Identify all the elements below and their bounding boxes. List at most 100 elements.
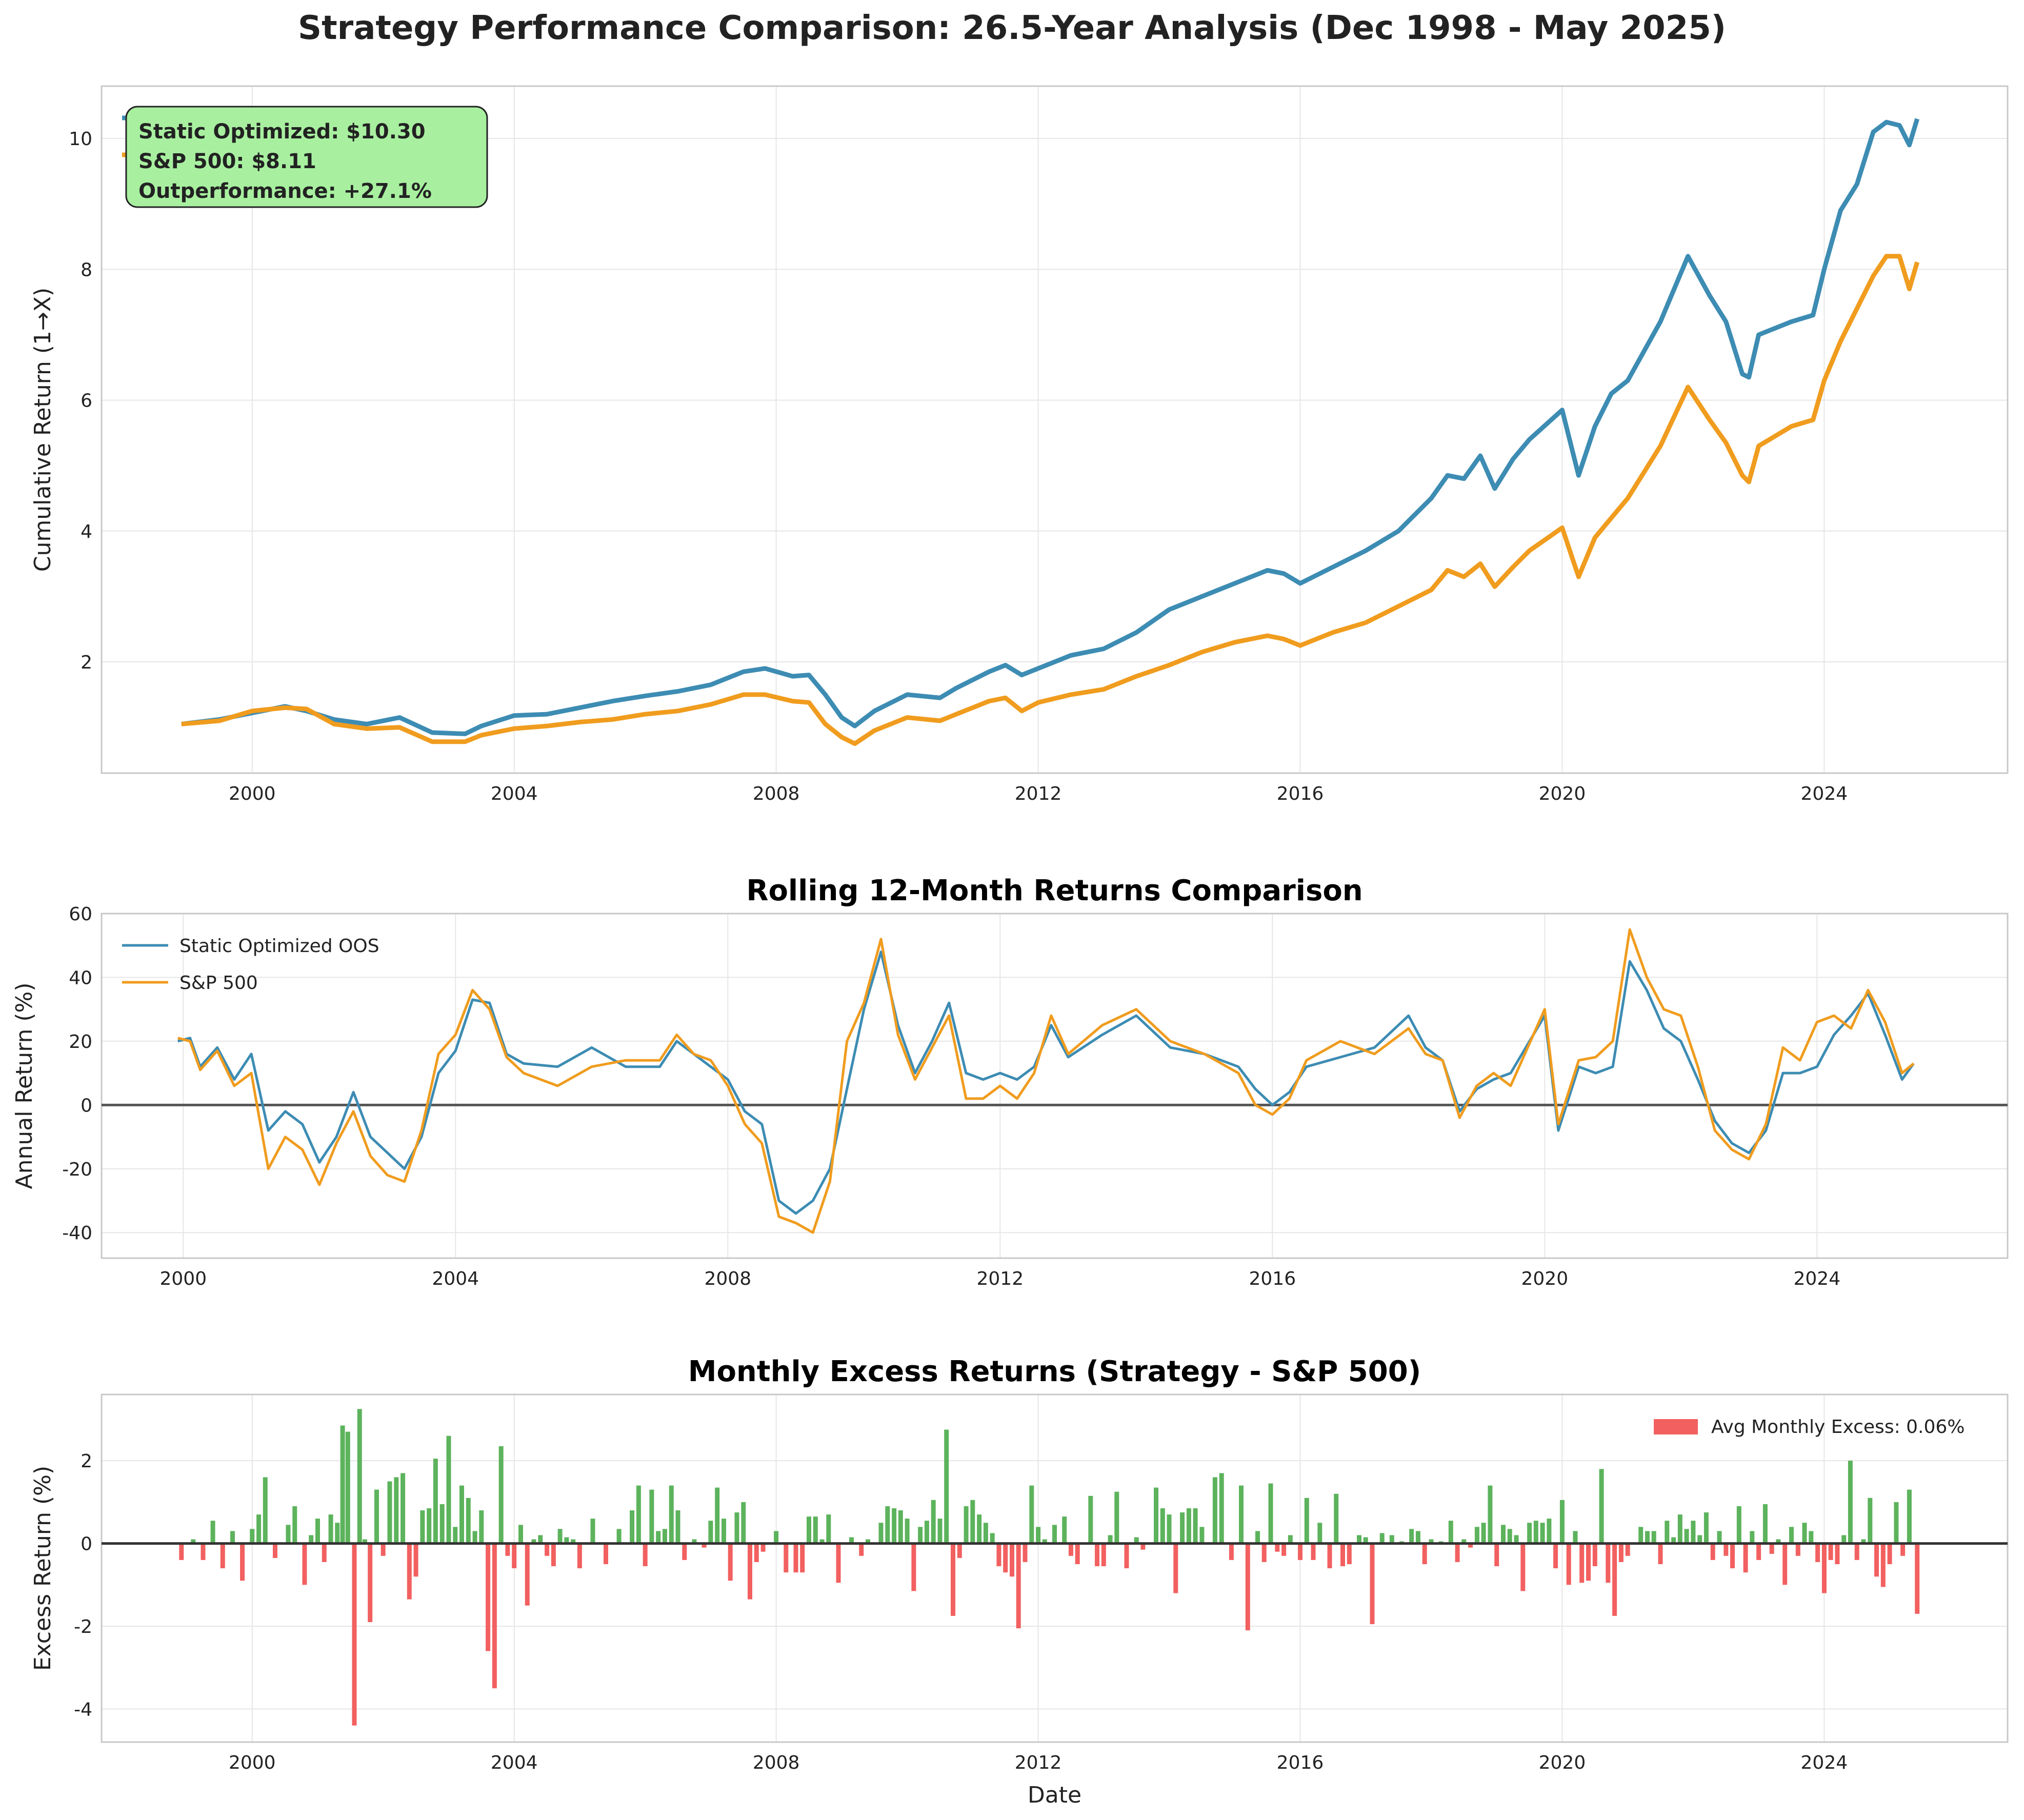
- panel-3-frame: [101, 1393, 2009, 1743]
- panel-2-ytick-label: 20: [69, 1032, 92, 1053]
- panel-2-xtick-label: 2016: [1249, 1268, 1296, 1289]
- panel-3-xtick-label: 2000: [229, 1752, 276, 1773]
- excess-bar-positive: [1665, 1521, 1670, 1544]
- excess-bar-positive: [1848, 1461, 1853, 1544]
- excess-bar-positive: [374, 1489, 379, 1544]
- excess-bar-positive: [1389, 1535, 1394, 1544]
- excess-bar-positive: [1599, 1469, 1604, 1544]
- panel-1-xtick-label: 2008: [753, 783, 800, 804]
- panel-3-legend-label: Avg Monthly Excess: 0.06%: [1711, 1417, 1965, 1438]
- panel-1-series-sp500-line: [181, 254, 1920, 746]
- excess-bar-positive: [400, 1473, 406, 1544]
- panel-1-ytick-label: 6: [81, 391, 92, 412]
- excess-bar-negative: [1494, 1543, 1499, 1566]
- excess-bar-negative: [1275, 1543, 1280, 1552]
- excess-bar-negative: [1756, 1543, 1761, 1560]
- excess-bar-negative: [512, 1543, 517, 1568]
- excess-bar-negative: [1327, 1543, 1332, 1568]
- excess-bar-negative: [1854, 1543, 1859, 1560]
- excess-bar-positive: [905, 1519, 910, 1544]
- excess-bar-negative: [1311, 1543, 1316, 1560]
- panel-1-xtick-label: 2004: [491, 783, 538, 804]
- panel-2-legend-label: S&P 500: [179, 973, 258, 994]
- excess-bar-positive: [1671, 1537, 1676, 1544]
- annotation-line: Outperformance: +27.1%: [138, 179, 432, 203]
- excess-bar-negative: [1095, 1543, 1099, 1566]
- excess-bar-positive: [1645, 1531, 1650, 1544]
- excess-bar-positive: [1481, 1523, 1486, 1544]
- excess-bar-positive: [191, 1539, 196, 1544]
- excess-bar-negative: [643, 1543, 648, 1566]
- excess-bar-positive: [1114, 1491, 1119, 1544]
- excess-bar-negative: [1658, 1543, 1663, 1564]
- excess-bar-positive: [1160, 1508, 1165, 1544]
- excess-bar-negative: [220, 1543, 225, 1568]
- excess-bar-positive: [1809, 1531, 1814, 1544]
- panel-3-title: Monthly Excess Returns (Strategy - S&P 5…: [688, 1355, 1421, 1388]
- excess-bar-negative: [1229, 1543, 1234, 1560]
- excess-bar-positive: [363, 1539, 367, 1544]
- excess-bar-negative: [793, 1543, 798, 1573]
- excess-bar-positive: [1268, 1483, 1273, 1544]
- excess-bar-negative: [352, 1543, 357, 1726]
- excess-bar-positive: [518, 1525, 523, 1544]
- excess-bar-negative: [1281, 1543, 1287, 1556]
- excess-bar-positive: [1776, 1539, 1781, 1544]
- excess-bar-negative: [240, 1543, 245, 1581]
- excess-bar-positive: [1488, 1485, 1493, 1544]
- excess-bar-positive: [538, 1535, 543, 1544]
- excess-bar-negative: [1724, 1543, 1729, 1556]
- annotation-line: Static Optimized: $10.30: [138, 120, 426, 144]
- excess-bar-positive: [250, 1529, 255, 1544]
- excess-bar-negative: [413, 1543, 418, 1577]
- panel-3-legend-swatch: [1654, 1419, 1698, 1434]
- panel-1-ytick-label: 2: [81, 652, 92, 673]
- excess-bar-negative: [201, 1543, 206, 1560]
- excess-bar-positive: [1750, 1531, 1755, 1544]
- panel-1-xtick-label: 2024: [1801, 783, 1848, 804]
- excess-bar-positive: [1429, 1539, 1434, 1544]
- excess-bar-positive: [1288, 1535, 1293, 1544]
- excess-bar-negative: [1468, 1543, 1473, 1548]
- excess-bar-negative: [728, 1543, 733, 1581]
- excess-bar-positive: [826, 1514, 831, 1544]
- excess-bar-negative: [577, 1543, 582, 1568]
- panel-3-xtick-label: 2012: [1015, 1752, 1062, 1773]
- excess-bar-negative: [800, 1543, 805, 1573]
- excess-bar-positive: [1717, 1531, 1722, 1544]
- excess-bar-negative: [1340, 1543, 1345, 1566]
- excess-bar-positive: [1088, 1495, 1093, 1544]
- excess-bar-positive: [1186, 1508, 1191, 1544]
- excess-bar-positive: [1533, 1521, 1538, 1544]
- excess-bar-negative: [1370, 1543, 1375, 1624]
- excess-bar-positive: [636, 1485, 641, 1544]
- excess-bar-positive: [345, 1431, 350, 1544]
- panel-1-y-axis-label: Cumulative Return (1→X): [30, 288, 56, 572]
- excess-bar-positive: [990, 1533, 995, 1544]
- excess-bar-negative: [957, 1543, 962, 1558]
- panel-3-y-axis-label: Excess Return (%): [30, 1466, 56, 1671]
- excess-bar-positive: [1868, 1498, 1873, 1544]
- excess-bar-positive: [557, 1529, 563, 1544]
- excess-bar-negative: [322, 1543, 327, 1562]
- excess-bar-positive: [692, 1539, 697, 1544]
- excess-bar-positive: [616, 1529, 622, 1544]
- excess-bar-negative: [1612, 1543, 1617, 1616]
- excess-bar-negative: [1010, 1543, 1014, 1577]
- excess-bar-negative: [1828, 1543, 1833, 1560]
- excess-bar-positive: [931, 1500, 936, 1544]
- panel-1-frame: [101, 85, 2009, 774]
- panel-3-ytick-label: -2: [74, 1616, 92, 1637]
- panel-1-xtick-label: 2000: [229, 783, 276, 804]
- excess-bar-negative: [1815, 1543, 1820, 1562]
- excess-bar-negative: [760, 1543, 766, 1552]
- excess-bar-positive: [1527, 1523, 1532, 1544]
- excess-bar-positive: [1461, 1539, 1467, 1544]
- panel-2-ytick-label: 40: [69, 967, 92, 988]
- excess-bar-positive: [292, 1506, 297, 1544]
- panel-2-xtick-label: 2000: [159, 1268, 207, 1289]
- excess-bar-positive: [1052, 1525, 1057, 1544]
- excess-bar-negative: [1173, 1543, 1178, 1593]
- excess-bar-positive: [427, 1508, 432, 1544]
